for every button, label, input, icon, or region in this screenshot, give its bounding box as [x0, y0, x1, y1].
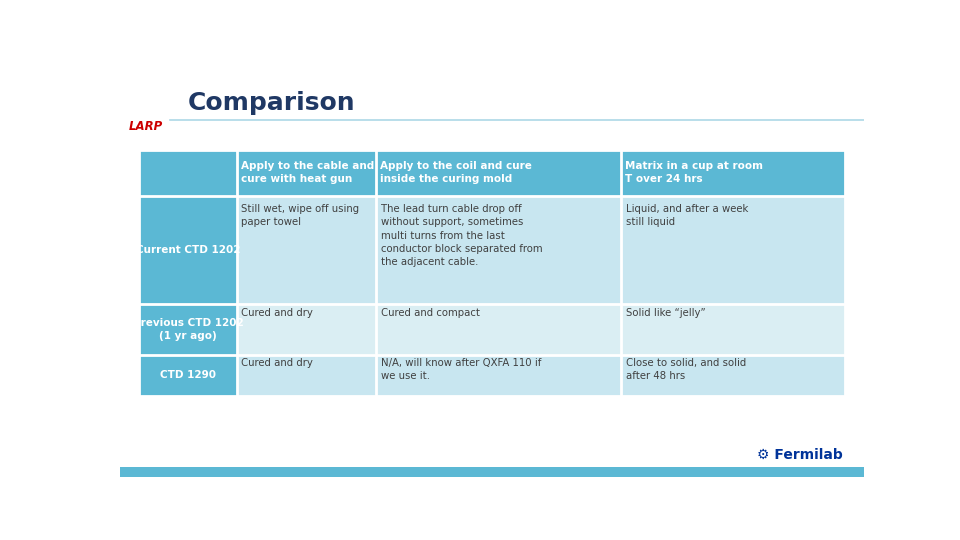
Bar: [139, 355, 237, 396]
Text: Matrix in a cup at room
T over 24 hrs: Matrix in a cup at room T over 24 hrs: [625, 161, 763, 184]
Text: LARP: LARP: [129, 120, 162, 133]
Text: Current CTD 1202: Current CTD 1202: [135, 245, 240, 255]
Text: The lead turn cable drop off
without support, sometimes
multi turns from the las: The lead turn cable drop off without sup…: [381, 204, 542, 267]
Bar: [621, 195, 845, 304]
Text: Apply to the coil and cure
inside the curing mold: Apply to the coil and cure inside the cu…: [380, 161, 532, 184]
Text: Close to solid, and solid
after 48 hrs: Close to solid, and solid after 48 hrs: [626, 358, 746, 381]
Text: Cured and dry: Cured and dry: [241, 358, 313, 368]
Bar: [376, 195, 621, 304]
Text: Apply to the cable and
cure with heat gun: Apply to the cable and cure with heat gu…: [241, 161, 373, 184]
Bar: [237, 195, 376, 304]
Bar: [376, 355, 621, 396]
Bar: [139, 150, 237, 195]
Bar: [237, 150, 376, 195]
Text: Cured and compact: Cured and compact: [381, 308, 480, 318]
Text: Still wet, wipe off using
paper towel: Still wet, wipe off using paper towel: [241, 204, 359, 227]
Text: ⚙ Fermilab: ⚙ Fermilab: [756, 448, 842, 461]
Text: CTD 1290: CTD 1290: [160, 370, 216, 381]
Bar: [237, 355, 376, 396]
Bar: [139, 195, 237, 304]
Text: Solid like “jelly”: Solid like “jelly”: [626, 308, 706, 318]
Bar: [621, 304, 845, 355]
Text: N/A, will know after QXFA 110 if
we use it.: N/A, will know after QXFA 110 if we use …: [381, 358, 541, 381]
Bar: [376, 150, 621, 195]
Bar: [376, 304, 621, 355]
Bar: [621, 355, 845, 396]
Bar: [237, 304, 376, 355]
Bar: [621, 150, 845, 195]
Text: Previous CTD 1202
(1 yr ago): Previous CTD 1202 (1 yr ago): [132, 318, 244, 341]
Bar: [139, 304, 237, 355]
Text: Comparison: Comparison: [188, 91, 356, 116]
Text: Liquid, and after a week
still liquid: Liquid, and after a week still liquid: [626, 204, 748, 227]
Text: Cured and dry: Cured and dry: [241, 308, 313, 318]
Bar: [120, 467, 864, 477]
